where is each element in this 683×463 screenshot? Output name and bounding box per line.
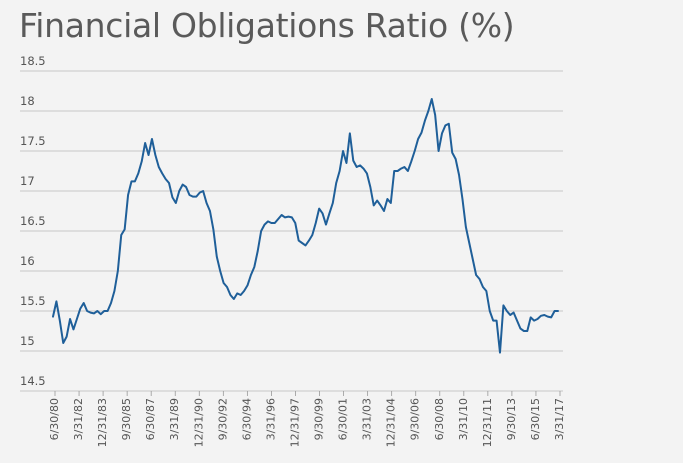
y-tick-label: 17: [20, 174, 35, 188]
y-tick-label: 18.5: [20, 54, 46, 68]
y-tick-label: 17.5: [20, 134, 46, 148]
x-tick-label: 6/30/80: [48, 398, 61, 440]
y-tick-label: 15: [20, 334, 35, 348]
x-tick-label: 12/31/11: [481, 398, 494, 447]
y-tick-label: 16.5: [20, 214, 46, 228]
x-tick-label: 12/31/83: [96, 398, 109, 447]
x-tick-label: 3/31/96: [264, 398, 277, 440]
x-tick-label: 9/30/13: [505, 398, 518, 440]
x-tick-label: 3/31/82: [72, 398, 85, 440]
x-tick-label: 6/30/01: [337, 398, 350, 440]
y-tick-label: 14.5: [20, 374, 46, 388]
x-tick-label: 3/31/89: [168, 398, 181, 440]
y-tick-label: 16: [20, 254, 35, 268]
y-tick-label: 18: [20, 94, 35, 108]
y-axis-ticks: 14.5 15 15.5 16 16.5 17 17.5 18 18.5: [20, 54, 46, 388]
x-tick-label: 9/30/06: [409, 398, 422, 440]
x-tick-label: 9/30/92: [216, 398, 229, 440]
x-tick-label: 6/30/08: [433, 398, 446, 440]
x-tick-label: 6/30/94: [240, 398, 253, 440]
x-tick-label: 12/31/97: [288, 398, 301, 447]
y-tick-label: 15.5: [20, 294, 46, 308]
chart-title: Financial Obligations Ratio (%): [19, 6, 515, 45]
x-tick-label: 3/31/03: [361, 398, 374, 440]
x-tick-label: 6/30/87: [144, 398, 157, 440]
x-tick-label: 3/31/17: [553, 398, 566, 440]
x-tick-label: 6/30/15: [529, 398, 542, 440]
gridlines: [20, 70, 563, 392]
series-line: [52, 98, 559, 354]
x-tick-label: 12/31/90: [192, 398, 205, 447]
x-axis-ticks: 6/30/80 3/31/82 12/31/83 9/30/85 6/30/87 3/31…: [48, 391, 566, 447]
x-tick-label: 3/31/10: [457, 398, 470, 440]
x-tick-label: 9/30/99: [313, 398, 326, 440]
x-tick-label: 9/30/85: [120, 398, 133, 440]
x-tick-label: 12/31/04: [385, 398, 398, 447]
